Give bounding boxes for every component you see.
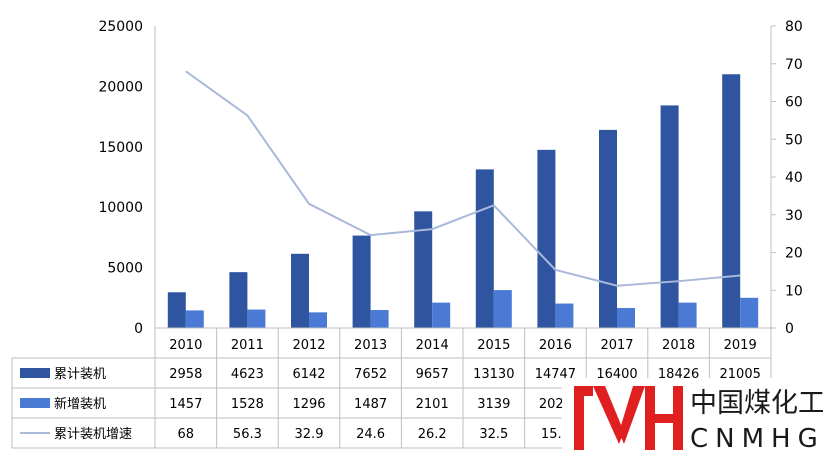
y-tick-right-label: 10 (785, 283, 803, 299)
watermark-text-en: CNMHG (690, 424, 823, 454)
bar-cumulative (291, 253, 309, 328)
bar-new (555, 303, 574, 328)
x-tick-label: 2013 (354, 338, 387, 353)
table-cell: 4623 (231, 367, 264, 382)
table-cell: 2958 (169, 367, 202, 382)
bar-new (740, 297, 759, 328)
x-tick-label: 2016 (539, 338, 572, 353)
table-cell: 68 (178, 427, 195, 442)
y-tick-left-label: 5000 (107, 261, 143, 277)
bar-new (432, 302, 451, 328)
x-tick-label: 2010 (169, 338, 202, 353)
table-cell: 32.5 (479, 427, 508, 442)
plot-area: 0 5000 10000 15000 20000 25000 0 10 20 30 40 50 60 70… (98, 19, 803, 448)
table-row-label: 新增装机 (54, 396, 106, 412)
bar-new (247, 309, 266, 328)
table-row-label: 累计装机增速 (54, 427, 132, 442)
table-row-label: 累计装机 (54, 367, 106, 382)
table-cell: 56.3 (233, 427, 262, 442)
x-tick-label: 2011 (231, 338, 264, 353)
x-tick-label: 2019 (724, 338, 757, 353)
x-tick-label: 2018 (662, 338, 695, 353)
y-tick-right-label: 0 (785, 321, 794, 337)
legend-key-new (20, 398, 50, 408)
legend-key-cumulative (20, 368, 50, 378)
bar-cumulative (414, 211, 433, 328)
y-tick-right-label: 20 (785, 246, 803, 262)
bar-cumulative (475, 169, 494, 328)
watermark: 中国煤化工 CNMHG (562, 378, 823, 459)
y-tick-right-label: 60 (785, 95, 803, 111)
table-cell: 1528 (231, 397, 264, 412)
y-tick-right-label: 50 (785, 132, 803, 148)
table-cell: 32.9 (295, 427, 324, 442)
x-tick-label: 2015 (477, 338, 510, 353)
bar-cumulative (352, 235, 371, 328)
line-growth-rate (185, 70, 741, 287)
bar-new (370, 310, 389, 328)
table-cell: 1487 (354, 397, 387, 412)
table-cell: 2101 (416, 397, 449, 412)
y-tick-left-label: 0 (134, 321, 143, 337)
y-tick-left-label: 20000 (98, 79, 143, 95)
table-cell: 9657 (416, 367, 449, 382)
table-cell: 26.2 (418, 427, 447, 442)
bar-new (678, 302, 697, 328)
bar-cumulative (722, 74, 741, 328)
y-tick-left-label: 10000 (98, 200, 143, 216)
y-tick-right-label: 80 (785, 19, 803, 35)
bar-new (493, 290, 512, 328)
table-cell: 1457 (169, 397, 202, 412)
y-tick-left-label: 15000 (98, 140, 143, 156)
y-tick-right-label: 70 (785, 57, 803, 73)
bar-cumulative (537, 149, 556, 328)
bar-cumulative (229, 272, 248, 328)
table-cell: 3139 (477, 397, 510, 412)
bar-new (617, 308, 635, 328)
table-cell: 6142 (292, 367, 325, 382)
x-tick-label: 2017 (600, 338, 633, 353)
watermark-text-cn: 中国煤化工 (690, 388, 823, 419)
table-cell: 13130 (473, 367, 514, 382)
table-cell: 7652 (354, 367, 387, 382)
bar-cumulative (167, 292, 186, 328)
x-tick-label: 2012 (292, 338, 325, 353)
data-table: 2010 2011 2012 2013 2014 2015 2016 2017 2018 2019… (11, 327, 771, 449)
table-cell: 24.6 (356, 427, 385, 442)
y-tick-right-label: 40 (785, 170, 803, 186)
table-cell: 1296 (292, 397, 325, 412)
y-tick-right-label: 30 (785, 208, 803, 224)
bar-cumulative (599, 129, 617, 328)
bar-cumulative (660, 105, 679, 329)
watermark-logo-mark (574, 386, 683, 450)
bar-new (309, 312, 327, 328)
bar-new (185, 310, 204, 328)
x-tick-label: 2014 (416, 338, 449, 353)
y-tick-left-label: 25000 (98, 19, 143, 35)
